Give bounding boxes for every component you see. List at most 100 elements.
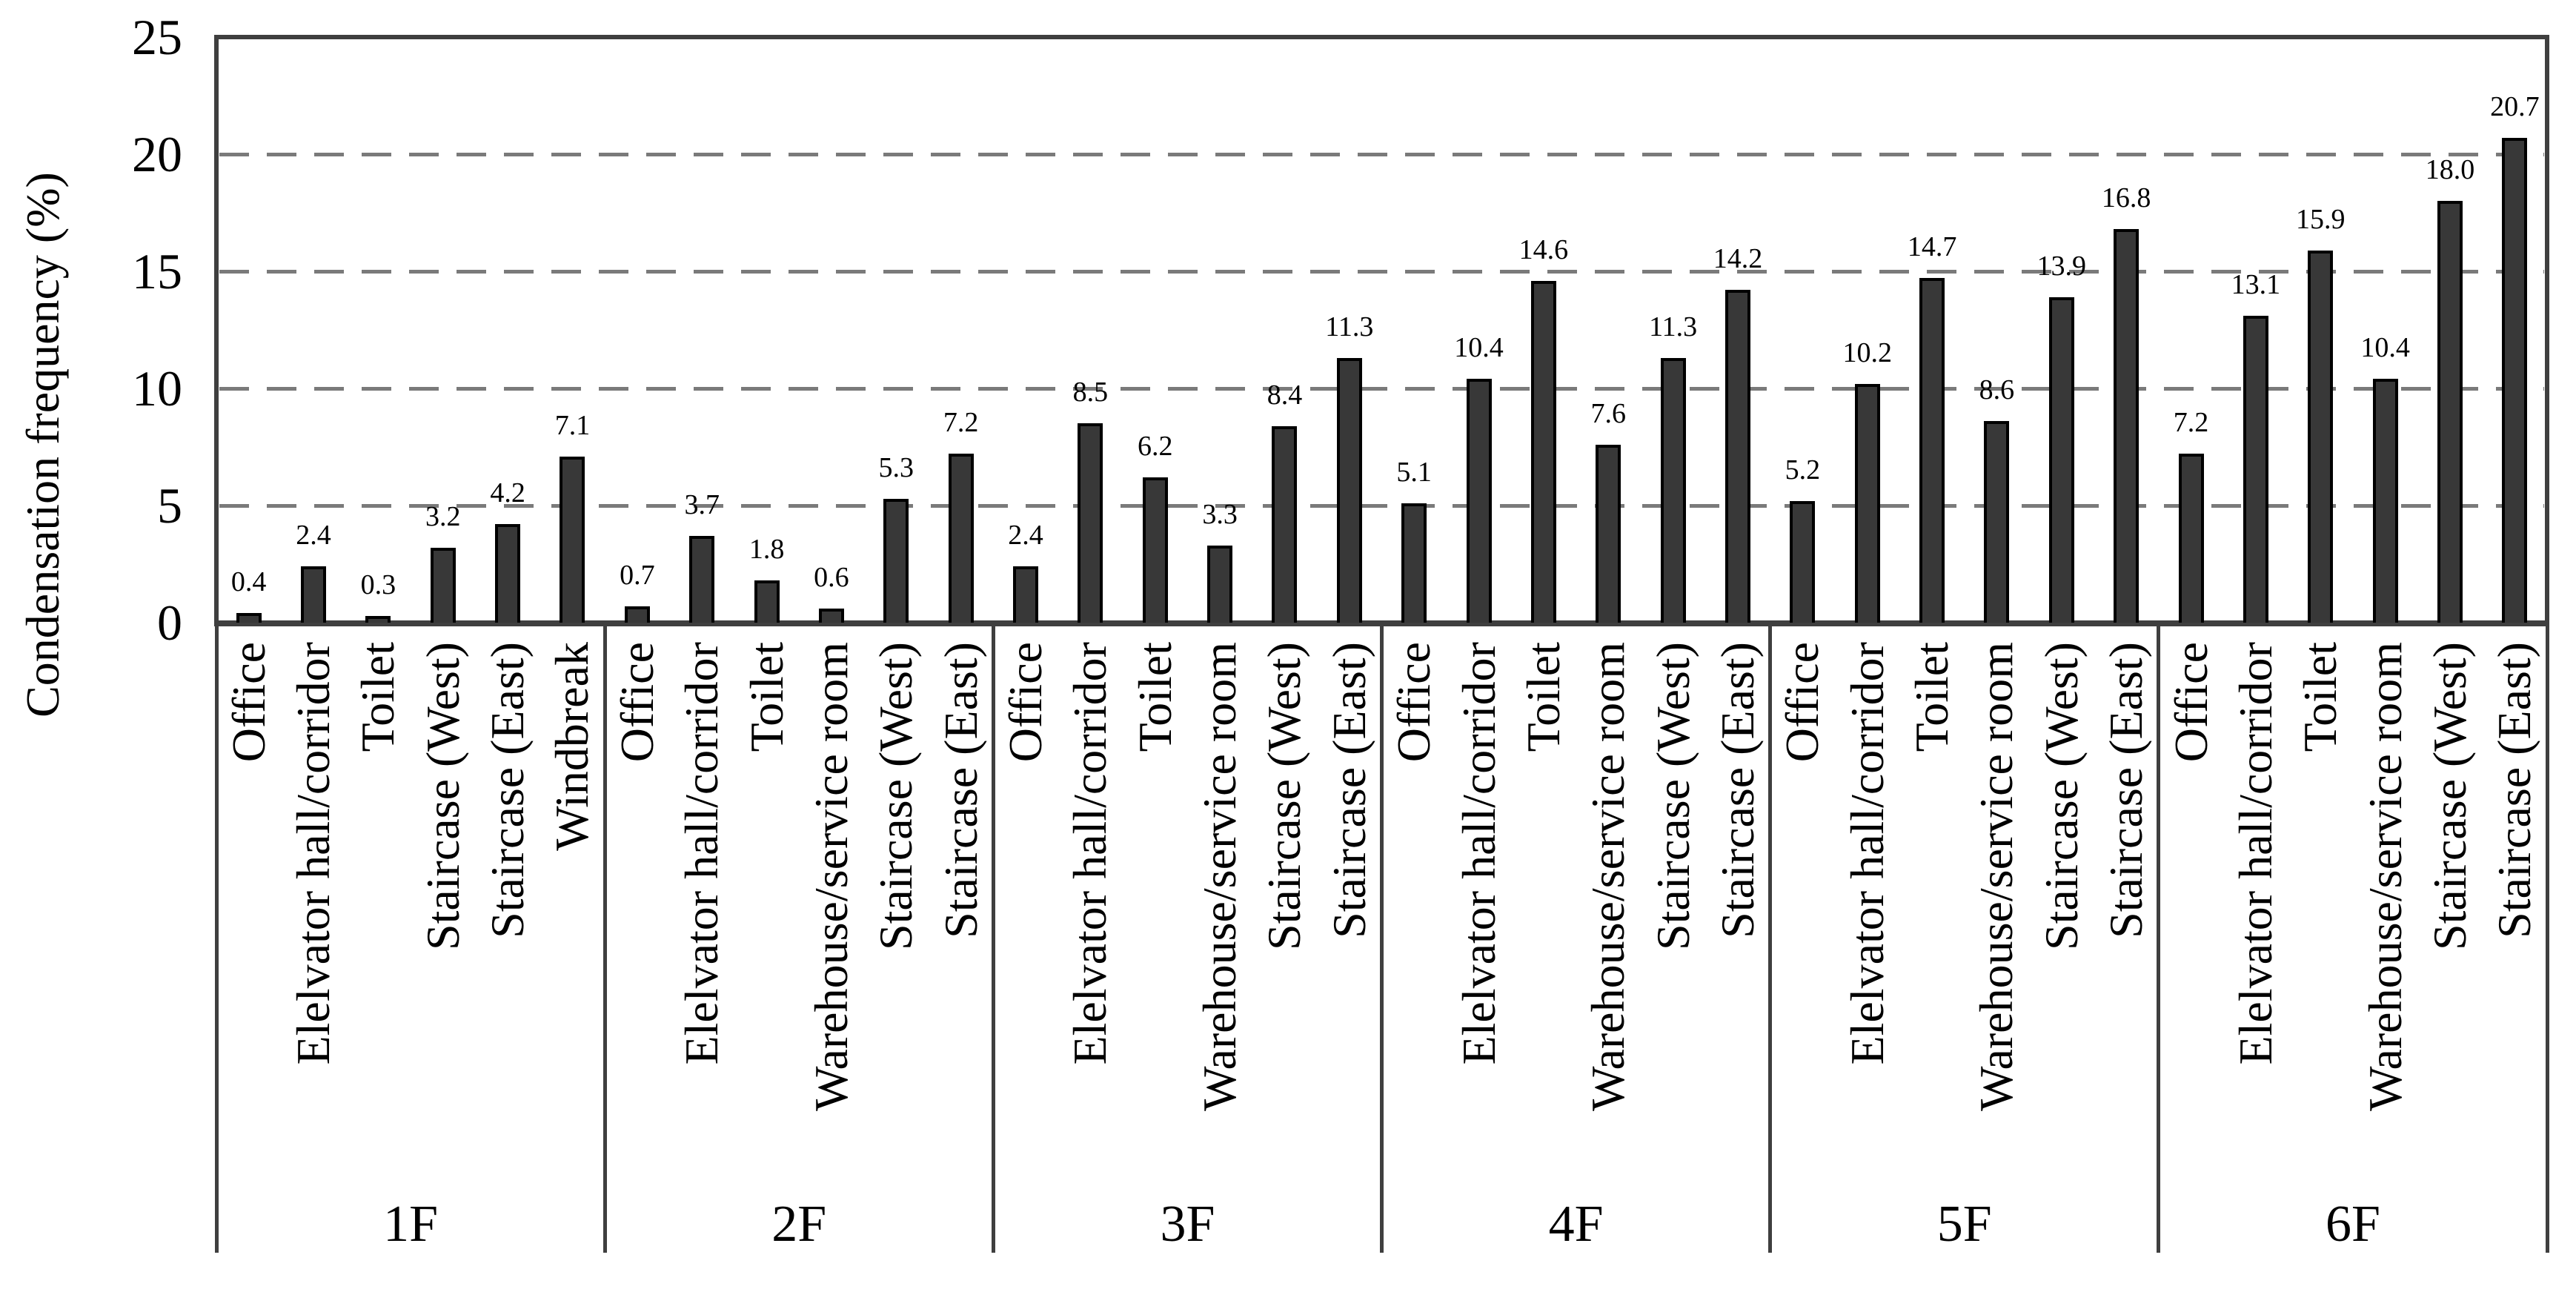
category-label: Staircase (West) [2034, 642, 2088, 950]
bar [560, 456, 585, 623]
bar [1401, 503, 1427, 623]
gridline [219, 503, 2544, 508]
bar-value-label: 3.2 [425, 500, 461, 532]
bar-value-label: 10.4 [2360, 332, 2410, 364]
category-label: Office [222, 642, 275, 763]
bar [1336, 357, 1362, 623]
category-label: Staircase (East) [481, 642, 534, 938]
bar-value-label: 0.3 [360, 569, 396, 600]
bar [1854, 383, 1880, 623]
floor-label: 6F [2325, 1196, 2380, 1253]
bar [1790, 500, 1816, 623]
bar [1466, 379, 1492, 623]
bar-value-label: 4.2 [490, 477, 525, 509]
bar [236, 613, 262, 623]
bar-value-label: 7.6 [1590, 397, 1627, 429]
gridline [219, 269, 2544, 274]
category-label: Toilet [740, 642, 793, 752]
y-tick-label: 15 [132, 243, 182, 299]
floor-label: 4F [1548, 1196, 1604, 1253]
category-label: Staircase (East) [1322, 642, 1375, 938]
bar [1919, 278, 1945, 623]
category-label: Toilet [1128, 642, 1181, 752]
bar [2114, 229, 2140, 623]
bar-value-label: 15.9 [2295, 203, 2346, 235]
category-label: Staircase (East) [1710, 642, 1764, 938]
bar [2178, 454, 2204, 623]
category-label: Windbreak [545, 642, 599, 851]
category-label: Elelvator hall/corridor [1452, 642, 1505, 1065]
y-tick-label: 20 [132, 126, 182, 182]
bar [1984, 421, 2010, 623]
category-label: Elelvator hall/corridor [287, 642, 340, 1065]
bar-value-label: 0.4 [230, 566, 267, 598]
category-label: Warehouse/service room [1193, 642, 1246, 1111]
bar-value-label: 7.2 [2173, 407, 2209, 439]
y-tick-label: 10 [132, 360, 182, 417]
category-label: Staircase (West) [1258, 642, 1311, 950]
category-label: Staircase (East) [934, 642, 987, 938]
bar-value-label: 6.2 [1137, 431, 1173, 463]
gridline [219, 386, 2544, 391]
bar [1596, 444, 1621, 623]
category-label: Toilet [1905, 642, 1959, 752]
bar-value-label: 20.7 [2490, 90, 2540, 122]
group-divider [2157, 623, 2161, 1253]
floor-label: 2F [771, 1196, 827, 1253]
bar-value-label: 14.7 [1907, 231, 1957, 263]
bar [883, 498, 909, 623]
gridline [219, 152, 2544, 156]
bar-value-label: 7.1 [554, 409, 591, 441]
bar-value-label: 16.8 [2101, 182, 2151, 214]
bar [1272, 425, 1298, 623]
group-divider [1380, 623, 1384, 1253]
bar-value-label: 3.7 [684, 489, 720, 521]
category-label: Warehouse/service room [1581, 642, 1635, 1111]
category-label: Elelvator hall/corridor [675, 642, 728, 1065]
category-label: Warehouse/service room [1970, 642, 2023, 1111]
bar [818, 609, 844, 623]
bar [1207, 545, 1233, 623]
category-label: Elelvator hall/corridor [2228, 642, 2282, 1065]
category-label: Elelvator hall/corridor [1840, 642, 1893, 1065]
bar [1530, 280, 1556, 623]
bar-value-label: 13.1 [2231, 269, 2281, 301]
category-label: Toilet [351, 642, 405, 752]
bar-value-label: 14.2 [1713, 243, 1763, 275]
bar [2308, 250, 2334, 623]
bar-value-label: 8.4 [1267, 379, 1303, 411]
bar [2243, 316, 2268, 623]
bar-value-label: 2.4 [1008, 520, 1043, 551]
bar-value-label: 11.3 [1649, 311, 1698, 342]
bar-value-label: 0.6 [814, 562, 849, 594]
category-label: Staircase (West) [869, 642, 923, 950]
category-label: Staircase (West) [416, 642, 469, 950]
bar [1724, 290, 1750, 623]
group-divider [1768, 623, 1773, 1253]
category-label: Toilet [1516, 642, 1570, 752]
category-label: Office [999, 642, 1052, 763]
bar-value-label: 8.5 [1072, 377, 1109, 408]
y-tick-label: 5 [157, 477, 182, 534]
floor-label: 1F [383, 1196, 439, 1253]
bar [948, 454, 974, 623]
category-label: Warehouse/service room [2358, 642, 2411, 1111]
category-label: Staircase (West) [1646, 642, 1699, 950]
floor-label: 5F [1936, 1196, 1992, 1253]
bar [2048, 297, 2074, 623]
bar-value-label: 7.2 [943, 407, 979, 439]
bar-value-label: 1.8 [748, 534, 785, 566]
floor-label: 3F [1160, 1196, 1215, 1253]
group-divider [214, 623, 219, 1253]
bar [2437, 201, 2463, 623]
category-label: Office [2164, 642, 2217, 763]
group-divider [991, 623, 995, 1253]
bar [2502, 137, 2528, 623]
category-label: Toilet [2294, 642, 2347, 752]
bar [1078, 423, 1103, 623]
bar-value-label: 2.4 [296, 520, 331, 551]
bar-value-label: 10.4 [1454, 332, 1504, 364]
bar-value-label: 13.9 [2036, 250, 2087, 282]
bar-value-label: 5.3 [878, 451, 914, 483]
bar [2372, 379, 2398, 623]
